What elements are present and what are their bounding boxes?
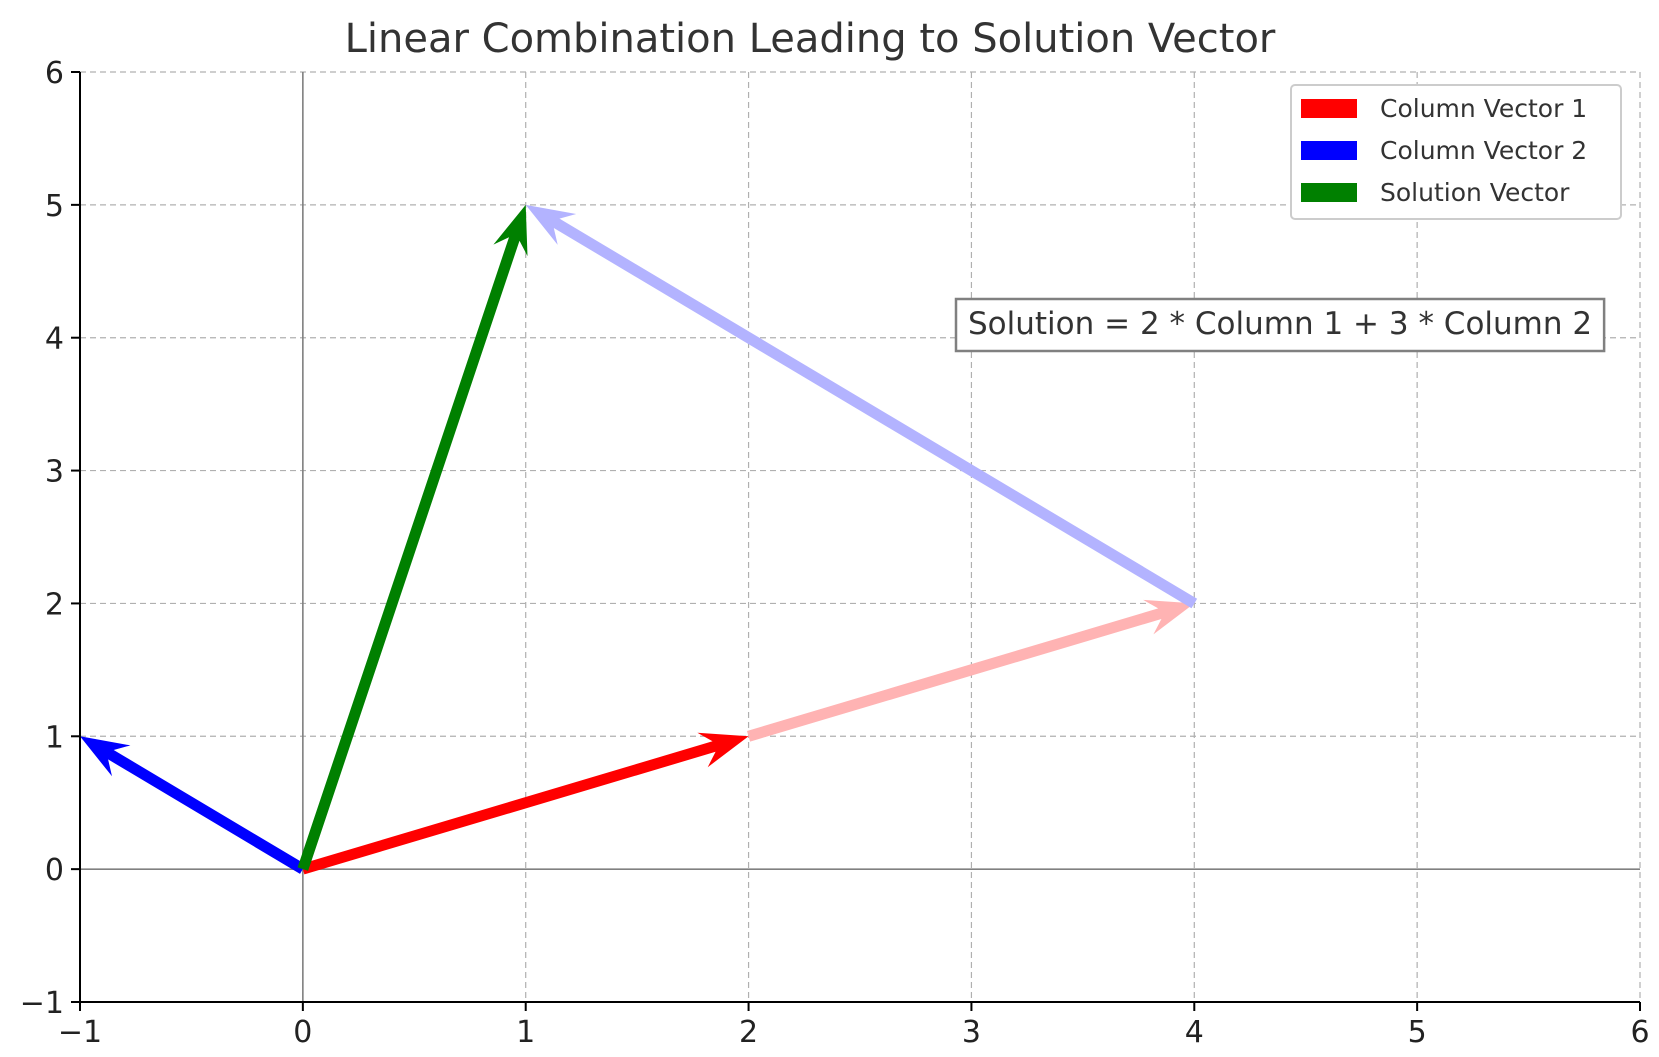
legend-label-2: Column Vector 2 (1380, 136, 1587, 165)
legend: Column Vector 1 Column Vector 2 Solution V… (1290, 84, 1622, 220)
y-tick-label: −1 (20, 986, 64, 1021)
y-tick-label: 6 (45, 56, 64, 91)
x-tick-label: −1 (58, 1015, 102, 1050)
legend-swatch-2 (1301, 141, 1357, 160)
y-tick-label: 0 (45, 853, 64, 888)
legend-label-3: Solution Vector (1380, 178, 1570, 207)
x-tick-label: 4 (1185, 1015, 1204, 1050)
tick-labels: −1 0 1 2 3 4 5 6 −1 0 1 2 3 4 5 6 (20, 56, 1650, 1050)
x-tick-label: 3 (962, 1015, 981, 1050)
chart-title: Linear Combination Leading to Solution V… (345, 16, 1276, 62)
annotation: Solution = 2 * Column 1 + 3 * Column 2 (954, 297, 1606, 353)
vector-arrow-1 (301, 732, 749, 875)
scaled-vector-arrow-1 (747, 599, 1195, 742)
x-tick-label: 1 (516, 1015, 535, 1050)
vector-arrow-2 (80, 736, 306, 874)
legend-swatch-1 (1301, 99, 1357, 118)
annotation-box (954, 297, 1606, 353)
y-tick-label: 1 (45, 720, 64, 755)
vectors (80, 204, 1198, 875)
axes-zero-lines (80, 72, 1640, 1002)
legend-label-1: Column Vector 1 (1380, 94, 1587, 123)
legend-box (1290, 84, 1622, 220)
y-tick-label: 5 (45, 189, 64, 224)
y-tick-label: 3 (45, 455, 64, 490)
y-tick-label: 4 (45, 322, 64, 357)
annotation-text: Solution = 2 * Column 1 + 3 * Column 2 (968, 306, 1592, 342)
plot-frame (79, 72, 1640, 1003)
scaled-vector-arrow-2 (525, 204, 1198, 609)
x-tick-label: 0 (293, 1015, 312, 1050)
legend-swatch-3 (1301, 183, 1357, 202)
vector-arrow-3 (297, 204, 528, 871)
y-tick-label: 2 (45, 587, 64, 622)
x-tick-label: 2 (739, 1015, 758, 1050)
x-tick-label: 5 (1408, 1015, 1427, 1050)
x-tick-label: 6 (1630, 1015, 1649, 1050)
